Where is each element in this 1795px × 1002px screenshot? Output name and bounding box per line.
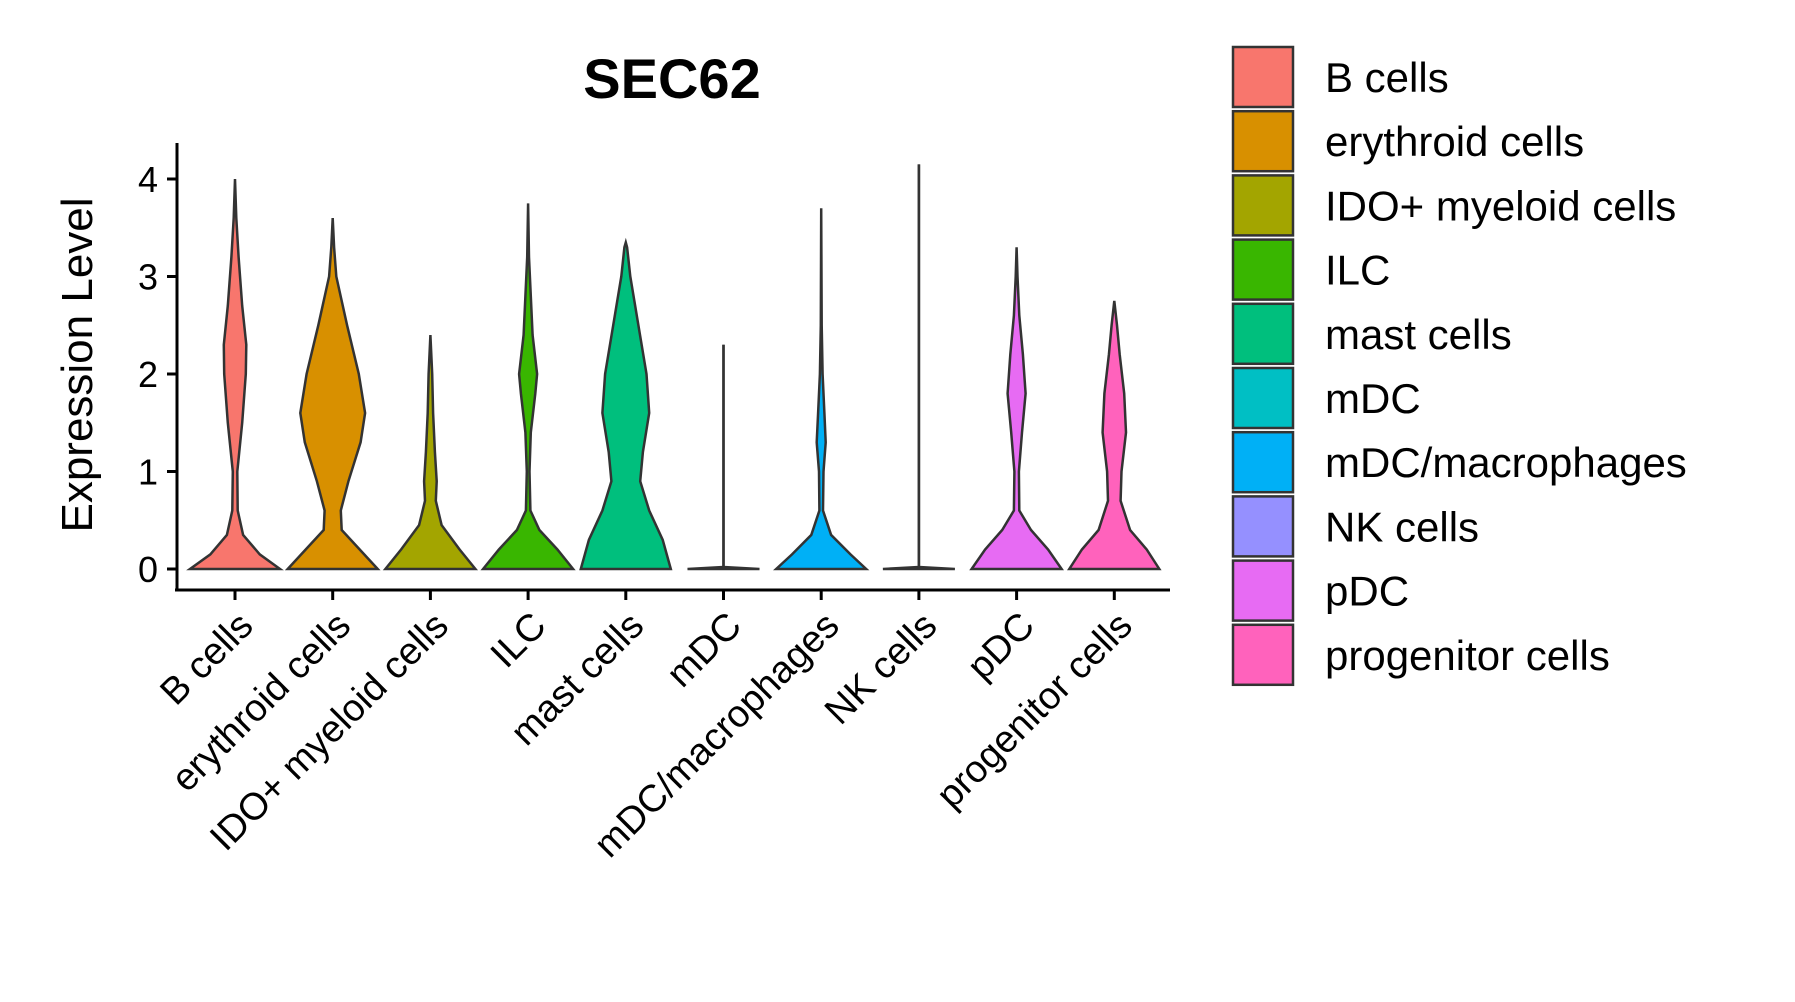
legend-label: mDC (1325, 375, 1421, 422)
violin-mast-cells (579, 237, 673, 571)
x-tick-label: pDC (960, 605, 1043, 688)
legend-label: erythroid cells (1325, 118, 1584, 165)
y-axis-label: Expression Level (53, 197, 102, 532)
x-tick-label: ILC (483, 605, 555, 677)
legend-key-nk-cells (1231, 495, 1295, 558)
violin-erythroid-cells (284, 217, 381, 571)
y-tick-label: 3 (138, 257, 158, 298)
legend-key-mdc-macrophages (1231, 430, 1295, 494)
legend-label: IDO+ myeloid cells (1325, 182, 1676, 229)
y-tick-label: 2 (138, 354, 158, 395)
axes-group (175, 143, 1170, 592)
legend: B cells erythroid cells IDO+ myeloid cells… (1231, 45, 1687, 687)
violins-group (186, 164, 1162, 571)
legend-key-b-cells (1231, 45, 1295, 109)
violin-ilc (480, 203, 576, 571)
violin-pdc (969, 247, 1064, 571)
legend-label: mDC/macrophages (1325, 439, 1687, 486)
legend-key-ido-myeloid-cells (1231, 174, 1295, 237)
y-tick-label: 1 (138, 452, 158, 493)
legend-key-mdc (1231, 366, 1295, 430)
legend-key-erythroid-cells (1231, 109, 1295, 173)
legend-label: mast cells (1325, 311, 1512, 358)
chart-title: SEC62 (583, 47, 760, 110)
legend-label: pDC (1325, 568, 1409, 615)
legend-label: progenitor cells (1325, 632, 1610, 679)
violin-b-cells (186, 178, 284, 571)
violin-ido-myeloid-cells (382, 334, 479, 571)
legend-key-pdc (1231, 559, 1295, 622)
legend-key-progenitor-cells (1231, 623, 1295, 687)
legend-key-ilc (1231, 238, 1295, 301)
legend-key-mast-cells (1231, 302, 1295, 366)
violin-mdc-macrophages (773, 208, 870, 571)
y-tick-label: 0 (138, 549, 158, 590)
violin-progenitor-cells (1067, 300, 1162, 571)
y-ticks-group: 0 1 2 3 4 (138, 159, 177, 590)
legend-label: B cells (1325, 54, 1449, 101)
legend-label: NK cells (1325, 503, 1479, 550)
x-tick-label: mDC (659, 605, 750, 696)
y-tick-label: 4 (138, 159, 158, 200)
legend-label: ILC (1325, 247, 1390, 294)
